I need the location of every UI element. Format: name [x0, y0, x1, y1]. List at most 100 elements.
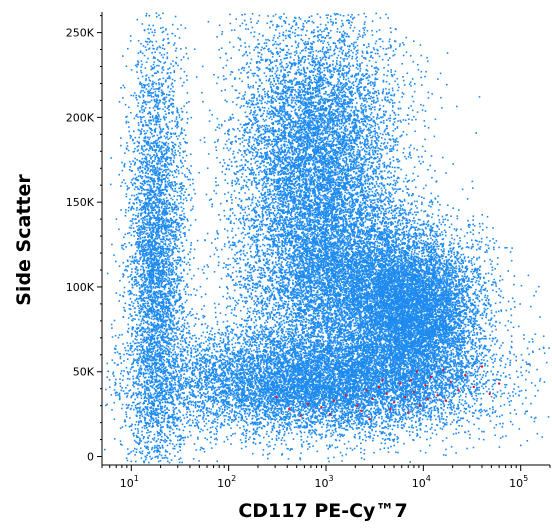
event-dot: [350, 159, 352, 161]
event-dot: [339, 158, 341, 160]
event-dot: [363, 173, 365, 175]
event-dot: [309, 16, 311, 18]
event-dot: [215, 181, 217, 183]
event-dot: [240, 150, 242, 152]
event-dot: [272, 234, 274, 236]
event-dot: [286, 154, 288, 156]
event-dot: [311, 213, 313, 215]
event-dot: [330, 19, 332, 21]
event-dot: [355, 166, 357, 168]
event-dot: [445, 172, 447, 174]
event-dot: [343, 106, 345, 108]
event-dot: [316, 64, 318, 66]
event-dot: [313, 161, 315, 163]
event-dot: [289, 80, 291, 82]
event-dot: [285, 35, 287, 37]
event-dot: [362, 192, 364, 194]
event-dot: [244, 225, 246, 227]
event-dot: [268, 108, 270, 110]
event-dot: [350, 206, 352, 208]
event-dot: [348, 78, 350, 80]
event-dot: [239, 267, 241, 269]
event-dot: [308, 20, 310, 22]
event-dot: [393, 95, 395, 97]
event-dot: [270, 116, 272, 118]
event-dot: [267, 244, 269, 246]
event-dot: [378, 160, 380, 162]
event-dot: [348, 14, 350, 16]
event-dot: [372, 191, 374, 193]
event-dot: [347, 203, 349, 205]
event-dot: [369, 152, 371, 154]
event-dot: [356, 56, 358, 58]
event-dot: [273, 138, 275, 140]
event-dot: [327, 94, 329, 96]
event-dot: [259, 69, 261, 71]
event-dot: [314, 216, 316, 218]
event-dot: [278, 220, 280, 222]
event-dot: [257, 200, 259, 202]
event-dot: [285, 233, 287, 235]
event-dot: [412, 96, 414, 98]
event-dot: [287, 219, 289, 221]
event-dot: [320, 95, 322, 97]
event-dot: [248, 146, 250, 148]
event-dot: [243, 156, 245, 158]
event-dot: [226, 65, 228, 67]
event-dot: [343, 125, 345, 127]
event-dot: [229, 159, 231, 161]
event-dot: [307, 222, 309, 224]
event-dot: [351, 83, 353, 85]
event-dot: [360, 68, 362, 70]
event-dot: [365, 195, 367, 197]
event-dot: [393, 149, 395, 151]
event-dot: [410, 157, 412, 159]
event-dot: [255, 197, 257, 199]
event-dot: [281, 248, 283, 250]
event-dot: [327, 69, 329, 71]
event-dot: [267, 94, 269, 96]
event-dot: [308, 130, 310, 132]
event-dot: [406, 51, 408, 53]
event-dot: [263, 298, 265, 300]
event-dot: [292, 135, 294, 137]
event-dot: [352, 56, 354, 58]
event-dot: [209, 120, 211, 122]
event-dot: [224, 133, 226, 135]
event-dot: [402, 190, 404, 192]
event-dot: [330, 30, 332, 32]
event-dot: [389, 57, 391, 59]
event-dot: [320, 34, 322, 36]
event-dot: [388, 99, 390, 101]
event-dot: [255, 156, 257, 158]
event-dot: [262, 198, 264, 200]
event-dot: [369, 191, 371, 193]
event-dot: [238, 119, 240, 121]
event-dot: [319, 210, 321, 212]
event-dot: [343, 37, 345, 39]
event-dot: [345, 125, 347, 127]
event-dot: [186, 75, 188, 77]
event-dot: [383, 81, 385, 83]
event-dot: [269, 249, 271, 251]
event-dot: [251, 159, 253, 161]
event-dot: [375, 70, 377, 72]
event-dot: [340, 70, 342, 72]
event-dot: [375, 142, 377, 144]
event-dot: [379, 105, 381, 107]
event-dot: [408, 214, 410, 216]
event-dot: [282, 219, 284, 221]
event-dot: [406, 134, 408, 136]
event-dot: [336, 84, 338, 86]
event-dot: [319, 34, 321, 36]
event-dot: [349, 201, 351, 203]
event-dot: [306, 22, 308, 24]
event-dot: [307, 448, 309, 450]
event-dot: [242, 67, 244, 69]
event-dot: [295, 120, 297, 122]
event-dot: [355, 47, 357, 49]
event-dot: [277, 134, 279, 136]
event-dot: [399, 120, 401, 122]
event-dot: [246, 101, 248, 103]
event-dot: [323, 184, 325, 186]
